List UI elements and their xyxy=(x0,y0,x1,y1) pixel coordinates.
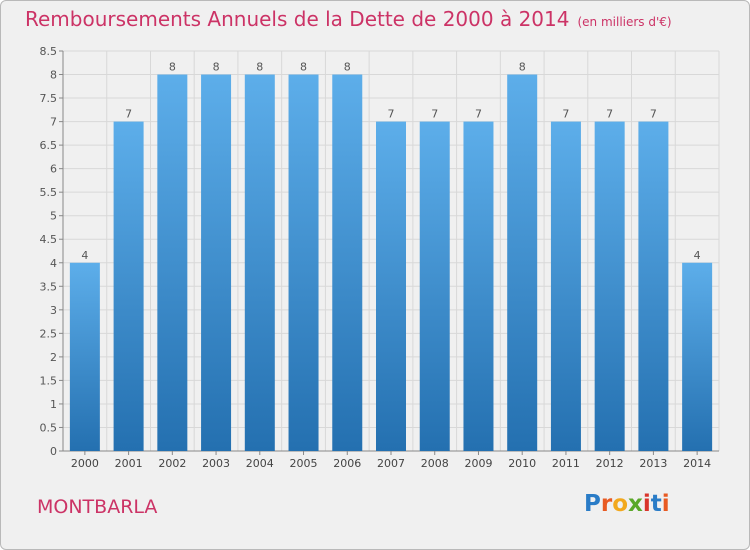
proxiti-logo: Proxiti xyxy=(584,491,670,517)
data-label: 8 xyxy=(213,61,220,74)
x-tick-label: 2009 xyxy=(464,457,492,470)
data-label: 7 xyxy=(475,108,482,121)
bar xyxy=(157,74,188,451)
bar xyxy=(682,262,713,451)
data-label: 4 xyxy=(81,249,88,262)
y-tick-label: 7 xyxy=(50,116,57,129)
y-tick-label: 1 xyxy=(50,398,57,411)
x-tick-label: 2008 xyxy=(421,457,449,470)
bar xyxy=(69,262,100,451)
chart-title: Remboursements Annuels de la Dette de 20… xyxy=(25,7,672,31)
data-label: 7 xyxy=(650,108,657,121)
logo-letter: i xyxy=(661,491,670,517)
data-label: 7 xyxy=(388,108,395,121)
data-label: 7 xyxy=(562,108,569,121)
data-label: 7 xyxy=(606,108,613,121)
logo-letter: x xyxy=(628,491,643,517)
title-text: Remboursements Annuels de la Dette de 20… xyxy=(25,7,570,31)
y-tick-label: 8.5 xyxy=(40,45,58,58)
logo-letter: o xyxy=(612,491,629,517)
y-tick-label: 2.5 xyxy=(40,327,58,340)
x-tick-label: 2002 xyxy=(158,457,186,470)
bar xyxy=(376,121,406,452)
y-tick-label: 2 xyxy=(50,351,57,364)
x-tick-label: 2004 xyxy=(246,457,274,470)
data-label: 8 xyxy=(344,61,351,74)
y-tick-label: 3 xyxy=(50,304,57,317)
data-label: 8 xyxy=(256,61,263,74)
x-tick-label: 2005 xyxy=(290,457,318,470)
y-tick-label: 4.5 xyxy=(40,233,58,246)
logo-letter: t xyxy=(650,491,662,517)
y-tick-label: 0 xyxy=(50,445,57,458)
y-tick-label: 5 xyxy=(50,210,57,223)
x-tick-label: 2003 xyxy=(202,457,230,470)
unit-label: (en milliers d'€) xyxy=(577,15,672,29)
bar xyxy=(594,121,625,452)
bar xyxy=(113,121,144,452)
bar xyxy=(463,121,494,452)
data-label: 8 xyxy=(169,61,176,74)
data-label: 8 xyxy=(519,61,526,74)
bar xyxy=(507,74,538,451)
bar xyxy=(332,74,363,451)
y-tick-label: 7.5 xyxy=(40,92,58,105)
x-tick-label: 2007 xyxy=(377,457,405,470)
bar xyxy=(201,74,232,451)
bar xyxy=(244,74,275,451)
y-tick-label: 3.5 xyxy=(40,280,58,293)
logo-letter: P xyxy=(584,491,601,517)
commune-name: MONTBARLA xyxy=(37,496,158,518)
y-tick-label: 5.5 xyxy=(40,186,58,199)
logo-letter: r xyxy=(600,491,613,517)
data-label: 8 xyxy=(300,61,307,74)
y-tick-label: 1.5 xyxy=(40,374,58,387)
y-tick-label: 8 xyxy=(50,69,57,82)
y-tick-label: 4 xyxy=(50,257,57,270)
bar xyxy=(419,121,450,452)
x-tick-label: 2014 xyxy=(683,457,711,470)
x-tick-label: 2001 xyxy=(115,457,143,470)
bar xyxy=(638,121,669,452)
x-tick-label: 2006 xyxy=(333,457,361,470)
data-label: 7 xyxy=(431,108,438,121)
y-tick-label: 6 xyxy=(50,163,57,176)
data-label: 7 xyxy=(125,108,132,121)
x-tick-label: 2010 xyxy=(508,457,536,470)
x-tick-label: 2013 xyxy=(639,457,667,470)
y-tick-label: 6.5 xyxy=(40,139,58,152)
y-tick-label: 0.5 xyxy=(40,421,58,434)
bar xyxy=(288,74,319,451)
logo-letter: i xyxy=(642,491,651,517)
x-tick-label: 2000 xyxy=(71,457,99,470)
x-tick-label: 2012 xyxy=(596,457,624,470)
x-tick-label: 2011 xyxy=(552,457,580,470)
data-label: 4 xyxy=(694,249,701,262)
bar xyxy=(550,121,581,452)
